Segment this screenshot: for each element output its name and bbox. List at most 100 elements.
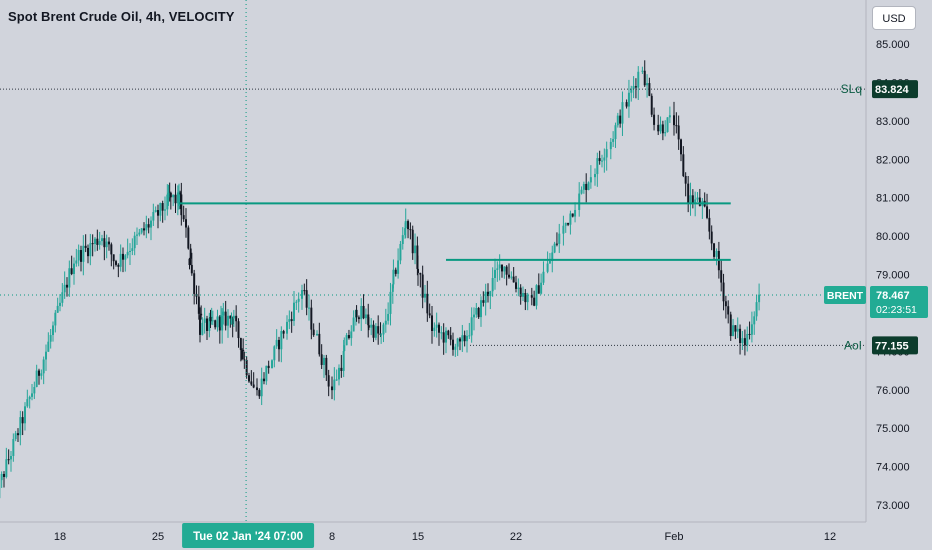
candle-body	[542, 271, 545, 283]
candle-body	[470, 317, 473, 336]
candle-body	[456, 338, 459, 347]
candle-body	[208, 318, 211, 331]
candle-body	[605, 149, 608, 158]
candle-body	[288, 319, 291, 322]
candle-body	[297, 298, 300, 302]
candle-body	[684, 175, 687, 184]
candle-body	[273, 346, 276, 361]
candle-body	[138, 232, 141, 235]
candle-body	[372, 324, 375, 338]
candle-body	[230, 318, 233, 324]
candle-body	[333, 379, 336, 391]
candle-body	[12, 439, 15, 456]
candle-body	[391, 284, 394, 292]
candle-body	[619, 115, 622, 124]
candle-body	[40, 373, 43, 376]
candle-body	[360, 305, 363, 320]
candle-body	[108, 241, 110, 245]
candle-body	[31, 393, 33, 397]
bar-countdown: 02:23:51	[876, 304, 917, 316]
candle-body	[220, 315, 222, 317]
candle-body	[161, 203, 164, 211]
candle-body	[677, 125, 680, 140]
candle-body	[182, 215, 185, 220]
candle-body	[668, 115, 671, 118]
candle-body	[115, 261, 117, 265]
candle-body	[340, 367, 343, 371]
candle-body	[101, 238, 103, 242]
candle-body	[582, 183, 585, 190]
slq-label: SLq	[841, 82, 862, 96]
candle-body	[17, 433, 19, 436]
candle-body	[280, 331, 283, 350]
candle-body	[312, 329, 315, 336]
candle-body	[143, 228, 145, 231]
candle-body	[484, 291, 487, 303]
candle-body	[45, 351, 47, 360]
candle-body	[517, 287, 520, 289]
candle-body	[210, 316, 213, 319]
candle-body	[404, 228, 407, 236]
candle-body	[540, 282, 543, 294]
currency-button[interactable]: USD	[872, 6, 916, 30]
candle-body	[374, 326, 377, 338]
candle-body	[129, 250, 131, 252]
candle-body	[323, 357, 325, 365]
candle-body	[105, 241, 108, 248]
candle-body	[558, 233, 561, 244]
candle-body	[468, 335, 471, 337]
candle-body	[243, 359, 246, 361]
candle-body	[454, 346, 457, 350]
candle-body	[424, 293, 426, 298]
candle-body	[84, 245, 87, 248]
candle-body	[140, 228, 143, 233]
candle-body	[501, 264, 503, 272]
candle-body	[168, 194, 171, 198]
candle-body	[103, 238, 106, 248]
candle-body	[426, 293, 429, 314]
candle-body	[66, 284, 68, 288]
candle-body	[715, 250, 718, 257]
candle-body	[275, 339, 278, 347]
candle-body	[117, 264, 120, 267]
candle-body	[96, 238, 99, 245]
candle-body	[239, 338, 242, 351]
candle-body	[263, 378, 265, 382]
candle-body	[190, 264, 193, 274]
candle-body	[594, 174, 596, 178]
crosshair-date-label: Tue 02 Jan '24 07:00	[193, 531, 303, 543]
candle-body	[445, 330, 447, 343]
candle-body	[320, 354, 323, 365]
candle-body	[49, 335, 52, 342]
candle-body	[201, 322, 204, 335]
current-price-badge	[870, 285, 928, 318]
candle-body	[524, 293, 527, 303]
candle-body	[379, 333, 382, 335]
candle-body	[176, 192, 179, 204]
candle-body	[260, 378, 263, 397]
candle-body	[417, 268, 419, 273]
candle-body	[480, 300, 482, 318]
candle-body	[355, 309, 358, 318]
candle-body	[694, 199, 697, 204]
aoi-price: 77.155	[875, 340, 909, 352]
slq-price: 83.824	[875, 84, 910, 96]
current-price: 78.467	[876, 290, 910, 302]
candle-body	[530, 295, 533, 298]
candle-body	[338, 367, 340, 380]
candle-body	[477, 307, 480, 318]
candle-body	[708, 217, 711, 232]
candle-body	[77, 250, 80, 261]
candle-body	[498, 264, 501, 269]
candle-body	[295, 301, 298, 303]
candle-body	[24, 406, 26, 424]
candle-body	[463, 335, 466, 342]
candle-body	[682, 154, 685, 176]
candle-body	[503, 266, 506, 272]
candle-body	[47, 341, 50, 352]
candle-body	[159, 203, 162, 216]
candle-body	[169, 192, 172, 198]
candle-body	[680, 139, 682, 155]
